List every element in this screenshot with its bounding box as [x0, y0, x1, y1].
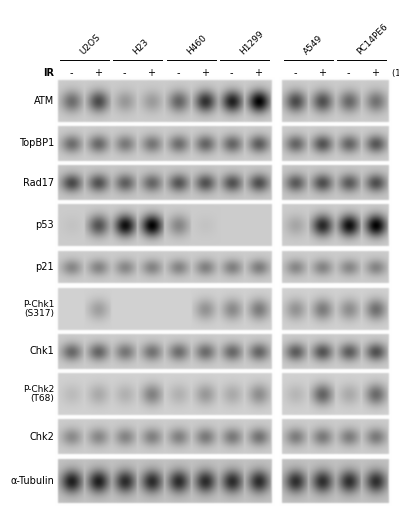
Text: -: -: [346, 68, 350, 78]
Text: +: +: [318, 68, 326, 78]
Text: (10 Gy): (10 Gy): [392, 69, 399, 77]
Text: H23: H23: [131, 37, 150, 56]
Text: U2OS: U2OS: [78, 32, 102, 56]
Text: PC14PE6: PC14PE6: [355, 21, 389, 56]
Text: α-Tubulin: α-Tubulin: [10, 476, 54, 486]
Text: IR: IR: [43, 68, 54, 78]
Text: +: +: [201, 68, 209, 78]
Text: -: -: [176, 68, 180, 78]
Text: ATM: ATM: [34, 96, 54, 106]
Text: Rad17: Rad17: [23, 178, 54, 187]
Text: +: +: [147, 68, 155, 78]
Text: p21: p21: [36, 262, 54, 272]
Text: H460: H460: [185, 33, 208, 56]
Text: P-Chk2
(T68): P-Chk2 (T68): [23, 385, 54, 403]
Text: +: +: [254, 68, 262, 78]
Text: -: -: [122, 68, 126, 78]
Text: Chk2: Chk2: [29, 432, 54, 441]
Text: p53: p53: [36, 220, 54, 230]
Text: +: +: [94, 68, 102, 78]
Text: +: +: [371, 68, 379, 78]
Text: -: -: [69, 68, 73, 78]
Text: H1299: H1299: [238, 29, 265, 56]
Text: P-Chk1
(S317): P-Chk1 (S317): [23, 300, 54, 318]
Text: -: -: [229, 68, 233, 78]
Text: Chk1: Chk1: [29, 347, 54, 356]
Text: A549: A549: [302, 33, 325, 56]
Text: TopBP1: TopBP1: [19, 138, 54, 149]
Text: -: -: [293, 68, 297, 78]
